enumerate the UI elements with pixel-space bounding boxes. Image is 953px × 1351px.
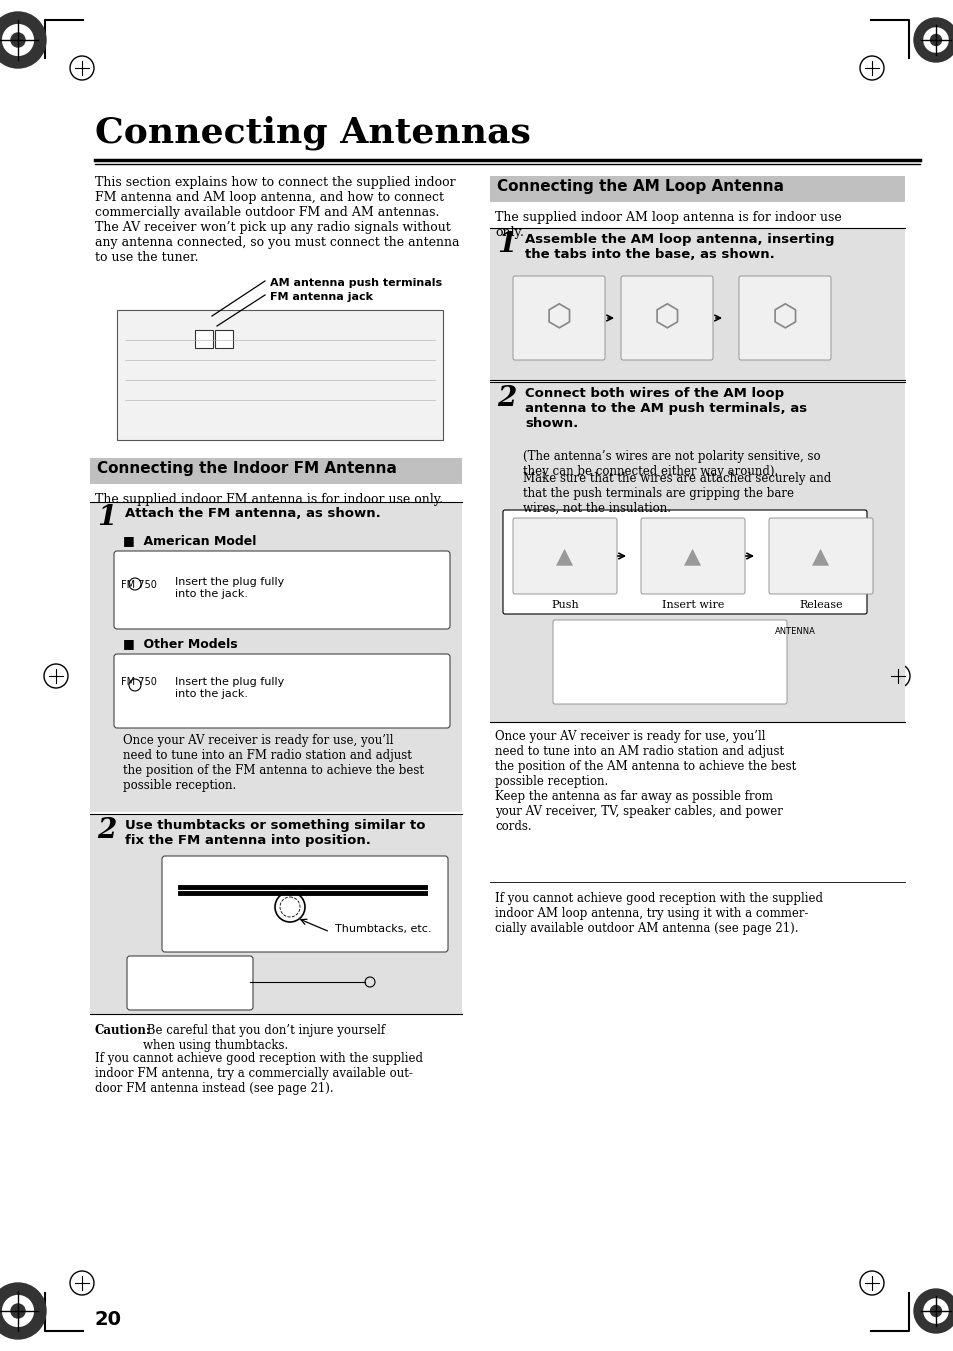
Text: Once your AV receiver is ready for use, you’ll
need to tune into an FM radio sta: Once your AV receiver is ready for use, …: [123, 734, 423, 792]
FancyBboxPatch shape: [620, 276, 712, 359]
Circle shape: [3, 24, 33, 55]
Text: Push: Push: [551, 600, 578, 611]
Text: ⬡: ⬡: [545, 304, 572, 332]
Circle shape: [923, 28, 947, 53]
Text: FM 750: FM 750: [121, 677, 156, 688]
Circle shape: [913, 18, 953, 62]
FancyBboxPatch shape: [768, 517, 872, 594]
Text: Connecting the Indoor FM Antenna: Connecting the Indoor FM Antenna: [97, 461, 396, 476]
Text: ■  American Model: ■ American Model: [123, 534, 256, 547]
Text: ▲: ▲: [683, 546, 700, 566]
Circle shape: [913, 1289, 953, 1333]
Bar: [117, 309, 442, 440]
Text: ▲: ▲: [812, 546, 829, 566]
Text: FM 750: FM 750: [121, 580, 156, 590]
Text: ANTENNA: ANTENNA: [774, 627, 815, 636]
Text: AM antenna push terminals: AM antenna push terminals: [270, 278, 441, 288]
Text: If you cannot achieve good reception with the supplied
indoor AM loop antenna, t: If you cannot achieve good reception wit…: [495, 892, 822, 935]
Bar: [90, 503, 461, 812]
Circle shape: [3, 1296, 33, 1327]
Text: Make sure that the wires are attached securely and
that the push terminals are g: Make sure that the wires are attached se…: [522, 471, 830, 515]
Text: 1: 1: [497, 231, 516, 258]
Text: Use thumbtacks or something similar to
fix the FM antenna into position.: Use thumbtacks or something similar to f…: [125, 819, 425, 847]
Text: The supplied indoor AM loop antenna is for indoor use
only.: The supplied indoor AM loop antenna is f…: [495, 211, 841, 239]
Text: Attach the FM antenna, as shown.: Attach the FM antenna, as shown.: [125, 507, 380, 520]
FancyBboxPatch shape: [127, 957, 253, 1011]
Text: (The antenna’s wires are not polarity sensitive, so
they can be connected either: (The antenna’s wires are not polarity se…: [522, 450, 820, 478]
Circle shape: [929, 1305, 941, 1316]
FancyBboxPatch shape: [113, 551, 450, 630]
Text: Caution:: Caution:: [95, 1024, 152, 1038]
Circle shape: [11, 1304, 25, 1319]
Text: Once your AV receiver is ready for use, you’ll
need to tune into an AM radio sta: Once your AV receiver is ready for use, …: [495, 730, 796, 834]
FancyBboxPatch shape: [513, 517, 617, 594]
FancyBboxPatch shape: [162, 857, 448, 952]
Text: Connect both wires of the AM loop
antenna to the AM push terminals, as
shown.: Connect both wires of the AM loop antenn…: [524, 386, 806, 430]
FancyBboxPatch shape: [553, 620, 786, 704]
Text: Be careful that you don’t injure yourself
when using thumbtacks.: Be careful that you don’t injure yoursel…: [143, 1024, 385, 1052]
Text: The supplied indoor FM antenna is for indoor use only.: The supplied indoor FM antenna is for in…: [95, 493, 442, 507]
Text: Connecting Antennas: Connecting Antennas: [95, 115, 530, 150]
Text: Release: Release: [799, 600, 841, 611]
FancyBboxPatch shape: [502, 509, 866, 613]
Bar: [90, 458, 461, 484]
FancyBboxPatch shape: [739, 276, 830, 359]
Text: 20: 20: [95, 1310, 122, 1329]
Text: Connecting the AM Loop Antenna: Connecting the AM Loop Antenna: [497, 178, 783, 195]
Text: Assemble the AM loop antenna, inserting
the tabs into the base, as shown.: Assemble the AM loop antenna, inserting …: [524, 232, 834, 261]
Text: ■  Other Models: ■ Other Models: [123, 638, 237, 650]
Text: 1: 1: [97, 504, 116, 531]
Text: This section explains how to connect the supplied indoor
FM antenna and AM loop : This section explains how to connect the…: [95, 176, 459, 263]
FancyBboxPatch shape: [640, 517, 744, 594]
Circle shape: [11, 32, 25, 47]
FancyBboxPatch shape: [513, 276, 604, 359]
Text: ▲: ▲: [556, 546, 573, 566]
Text: ⬡: ⬡: [771, 304, 798, 332]
Circle shape: [923, 1298, 947, 1323]
Circle shape: [929, 35, 941, 46]
FancyBboxPatch shape: [113, 654, 450, 728]
Text: Thumbtacks, etc.: Thumbtacks, etc.: [335, 924, 431, 934]
Bar: [490, 228, 904, 380]
Circle shape: [0, 1283, 46, 1339]
Text: If you cannot achieve good reception with the supplied
indoor FM antenna, try a : If you cannot achieve good reception wit…: [95, 1052, 422, 1096]
Text: ⬡: ⬡: [653, 304, 679, 332]
Bar: [194, 330, 213, 349]
Bar: [490, 176, 904, 203]
Text: Insert the plug fully
into the jack.: Insert the plug fully into the jack.: [174, 577, 284, 598]
Text: Insert wire: Insert wire: [661, 600, 723, 611]
Text: 2: 2: [497, 385, 516, 412]
Circle shape: [0, 12, 46, 68]
Text: Insert the plug fully
into the jack.: Insert the plug fully into the jack.: [174, 677, 284, 698]
Bar: [214, 330, 233, 349]
Text: 2: 2: [97, 817, 116, 844]
Text: FM antenna jack: FM antenna jack: [270, 292, 373, 303]
Bar: [90, 815, 461, 1015]
Bar: [490, 382, 904, 721]
